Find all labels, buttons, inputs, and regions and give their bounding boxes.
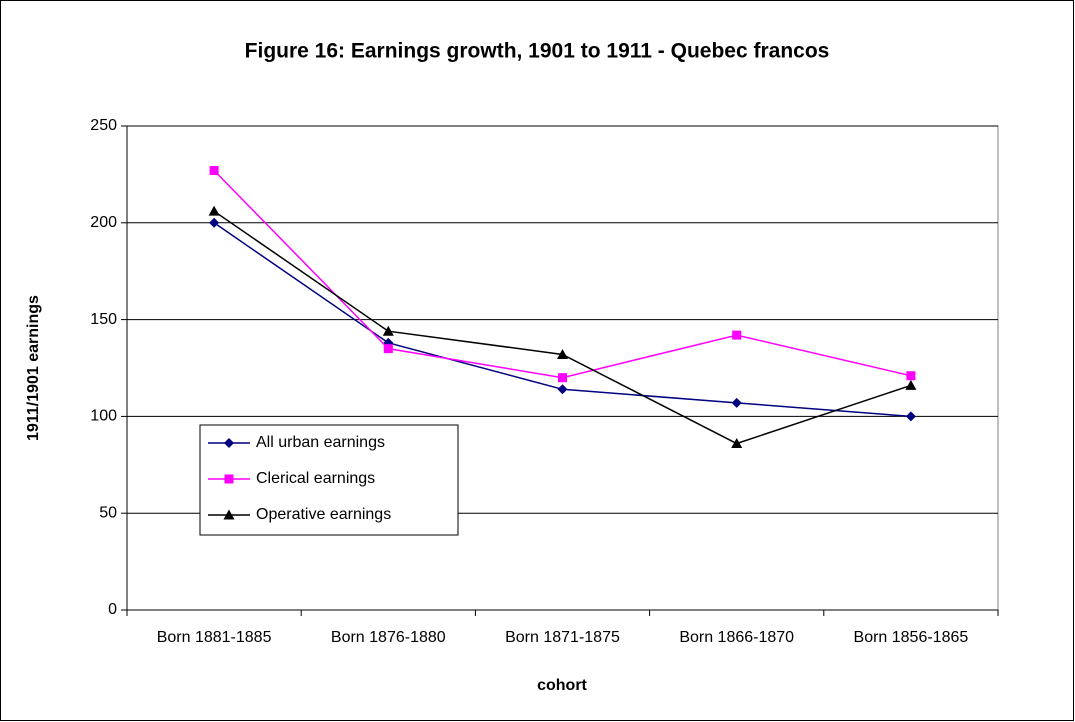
y-axis-label: 1911/1901 earnings xyxy=(25,295,42,441)
marker xyxy=(209,166,219,176)
x-axis-label: cohort xyxy=(537,677,587,694)
y-tick-label: 200 xyxy=(90,214,117,231)
x-tick-label: Born 1856-1865 xyxy=(854,629,969,646)
plot-area xyxy=(126,125,999,611)
marker xyxy=(558,373,567,383)
marker xyxy=(732,330,742,340)
marker xyxy=(383,344,393,354)
y-tick-label: 50 xyxy=(99,504,117,521)
marker xyxy=(731,438,743,449)
marker xyxy=(223,509,235,520)
y-tick-label: 100 xyxy=(90,408,117,425)
y-tick-label: 0 xyxy=(108,601,117,618)
legend-label: All urban earnings xyxy=(256,434,385,451)
marker xyxy=(382,325,394,336)
chart-title: Figure 16: Earnings growth, 1901 to 1911… xyxy=(245,40,830,63)
legend-label: Clerical earnings xyxy=(256,470,375,487)
x-tick-label: Born 1866-1870 xyxy=(679,629,794,646)
marker xyxy=(905,411,916,422)
x-tick-label: Born 1871-1875 xyxy=(505,629,620,646)
marker xyxy=(208,205,220,216)
marker xyxy=(557,348,568,359)
x-tick-label: Born 1876-1880 xyxy=(331,629,446,646)
legend-label: Operative earnings xyxy=(256,506,391,523)
marker xyxy=(557,384,568,395)
marker xyxy=(906,371,916,381)
y-tick-label: 150 xyxy=(90,311,117,328)
marker xyxy=(224,438,234,448)
marker xyxy=(224,474,234,484)
marker xyxy=(209,217,220,228)
y-tick-label: 250 xyxy=(90,117,117,134)
x-tick-label: Born 1881-1885 xyxy=(157,629,272,646)
marker xyxy=(905,379,917,390)
legend: All urban earnings Clerical earnings Opera… xyxy=(199,424,459,536)
marker xyxy=(731,397,742,408)
